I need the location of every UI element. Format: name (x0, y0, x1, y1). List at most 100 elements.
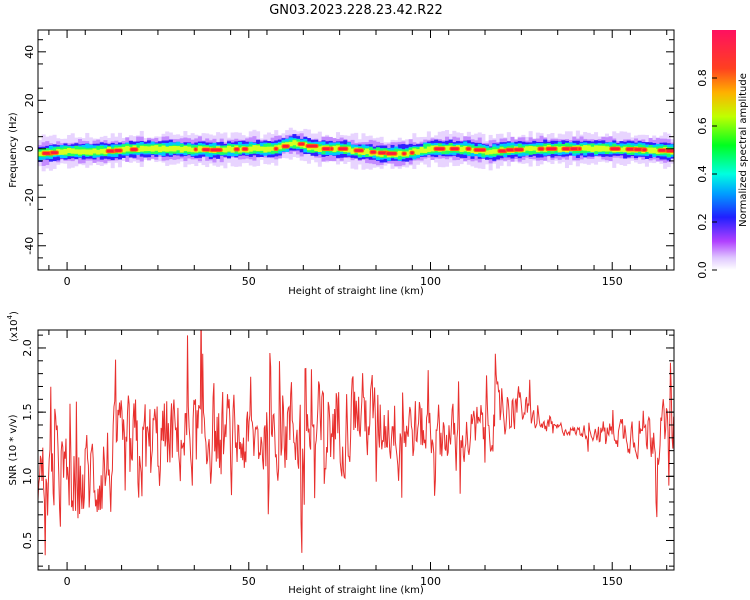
heatmap-cell (187, 146, 192, 152)
heatmap-cell (652, 147, 657, 154)
heatmap-peak-cell (234, 147, 239, 151)
heatmap-cell (99, 148, 104, 154)
heatmap-cell (412, 148, 417, 154)
colorbar-tick-label: 0.0 (696, 261, 709, 279)
heatmap-cell (492, 149, 497, 154)
colorbar-tick-label: 0.6 (696, 117, 709, 135)
snr-panel: 0 50 100 150 0.5 1.0 1.5 2.0 Height of straight… (6, 311, 675, 596)
heatmap-cell (590, 146, 595, 153)
heatmap-cell (183, 145, 188, 152)
heatmap-peak-cell (642, 148, 647, 152)
heatmap-cell (365, 148, 370, 155)
heatmap-cell (415, 149, 420, 155)
spectrogram-x-tick-label: 100 (420, 275, 441, 288)
heatmap-peak-cell (562, 147, 572, 151)
heatmap-cell (157, 146, 162, 153)
snr-x-tick-label: 0 (64, 575, 71, 588)
snr-y-tick-label: 1.0 (21, 468, 34, 486)
heatmap-peak-cell (194, 147, 197, 151)
snr-y-axis-label: SNR (10 * v/v) (8, 414, 19, 485)
heatmap-peak-cell (106, 149, 116, 153)
spectrogram-band (38, 127, 675, 172)
heatmap-cell (303, 142, 308, 149)
heatmap-cell (154, 145, 159, 151)
heatmap-cell (252, 145, 257, 151)
heatmap-peak-cell (242, 147, 248, 151)
heatmap-cell (346, 146, 351, 153)
heatmap-peak-cell (354, 149, 364, 152)
heatmap-cell (143, 146, 148, 152)
heatmap-cell (317, 146, 322, 153)
snr-y-tick-label: 2.0 (21, 339, 34, 357)
heatmap-cell (96, 149, 101, 155)
spectrogram-y-tick-label: -20 (23, 188, 36, 206)
svg-text:(x104): (x104) (6, 311, 20, 342)
heatmap-cell (74, 149, 79, 154)
heatmap-cell (150, 145, 155, 152)
heatmap-cell (179, 146, 184, 153)
heatmap-cell (619, 147, 624, 152)
spectrogram-x-tick-label: 0 (64, 275, 71, 288)
heatmap-cell (38, 151, 43, 156)
heatmap-cell (92, 148, 97, 154)
heatmap-cell (430, 145, 435, 152)
spectrogram-frame (37, 29, 675, 271)
colorbar-tick-label: 0.4 (696, 165, 709, 183)
spectrogram-panel: 0 50 100 150 40 20 0 -20 -40 Height of straight … (8, 29, 675, 297)
snr-x-axis-label: Height of straight line (km) (288, 585, 424, 596)
spectrogram-y-axis-label: Frequency (Hz) (8, 112, 19, 188)
spectrogram-x-axis-label: Height of straight line (km) (288, 286, 424, 297)
heatmap-peak-cell (546, 147, 557, 151)
heatmap-peak-cell (466, 147, 471, 151)
heatmap-cell (528, 146, 533, 152)
heatmap-peak-cell (370, 150, 376, 154)
heatmap-cell (67, 148, 72, 154)
heatmap-cell (147, 146, 152, 152)
heatmap-peak-cell (450, 147, 459, 151)
heatmap-peak-cell (282, 144, 289, 148)
figure-title: GN03.2023.228.23.42.R22 (269, 3, 443, 18)
heatmap-cell (488, 149, 493, 155)
heatmap-cell (397, 150, 402, 156)
snr-x-tick-label: 100 (420, 575, 441, 588)
colorbar: 0.0 0.2 0.4 0.6 0.8 Normalized spectral ampl… (696, 30, 749, 279)
heatmap-peak-cell (114, 149, 122, 152)
heatmap-cell (288, 141, 293, 147)
colorbar-label: Normalized spectral amplitude (738, 73, 749, 227)
heatmap-cell (81, 149, 86, 155)
heatmap-cell (314, 146, 319, 152)
heatmap-peak-cell (210, 148, 222, 152)
heatmap-peak-cell (434, 147, 445, 151)
heatmap-peak-cell (274, 147, 278, 151)
heatmap-cell (485, 150, 490, 155)
snr-ticks: 0 50 100 150 0.5 1.0 1.5 2.0 (21, 330, 674, 588)
heatmap-cell (85, 149, 90, 155)
heatmap-cell (350, 148, 355, 154)
spectrogram-x-tick-label: 50 (242, 275, 256, 288)
heatmap-cell (557, 146, 562, 153)
heatmap-peak-cell (474, 148, 486, 152)
heatmap-peak-cell (666, 149, 674, 153)
heatmap-cell (190, 147, 195, 153)
heatmap-peak-cell (306, 144, 318, 148)
heatmap-peak-cell (130, 148, 138, 151)
heatmap-peak-cell (50, 151, 58, 155)
colorbar-tick-label: 0.2 (696, 213, 709, 231)
snr-y-scale-label: (x104) (6, 311, 20, 342)
heatmap-cell (256, 145, 261, 152)
heatmap-peak-cell (402, 152, 406, 156)
heatmap-cell (601, 145, 606, 152)
heatmap-cell (237, 147, 242, 153)
snr-frame (37, 329, 675, 571)
heatmap-cell (648, 147, 653, 154)
heatmap-cell (226, 145, 232, 152)
snr-y-tick-label: 0.5 (21, 532, 34, 550)
heatmap-cell (63, 149, 68, 155)
spectrogram-ticks: 0 50 100 150 40 20 0 -20 -40 (23, 30, 674, 288)
heatmap-cell (597, 145, 602, 152)
heatmap-cell (230, 146, 235, 153)
heatmap-cell (70, 148, 75, 154)
heatmap-cell (524, 146, 530, 151)
heatmap-cell (583, 145, 588, 151)
